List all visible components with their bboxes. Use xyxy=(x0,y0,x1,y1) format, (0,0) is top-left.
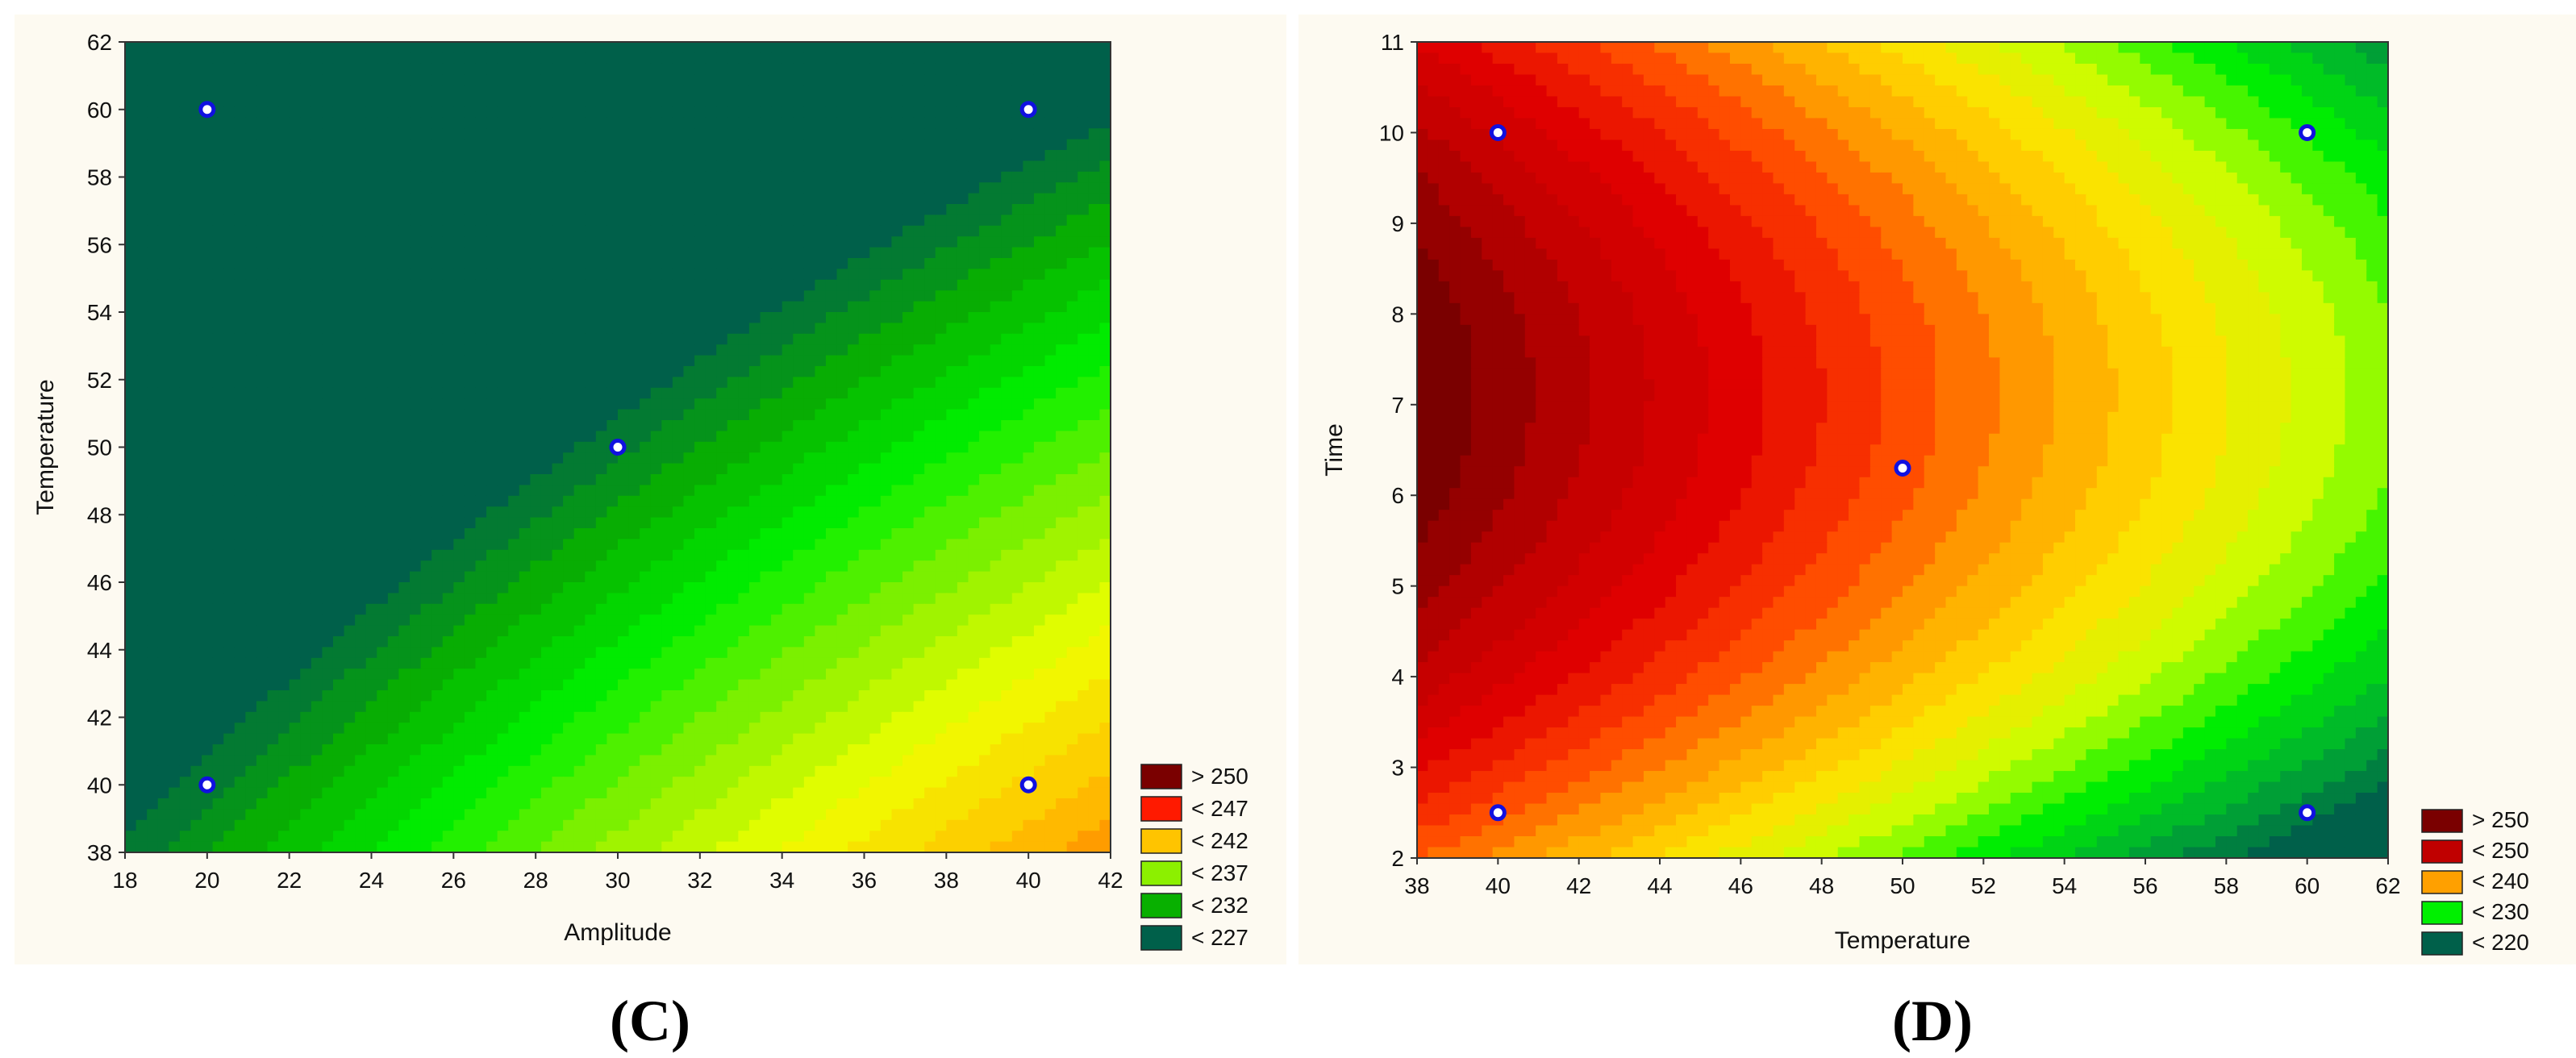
legend-swatch xyxy=(1140,796,1182,822)
legend-swatch xyxy=(2421,870,2463,894)
x-tick-label: 40 xyxy=(1486,873,1511,898)
y-tick-label: 50 xyxy=(87,435,112,460)
legend-label: < 227 xyxy=(1191,925,1248,950)
y-tick-label: 44 xyxy=(87,638,112,663)
y-axis-label: Time xyxy=(1321,423,1348,477)
contour-fill xyxy=(125,42,1111,852)
x-tick-label: 48 xyxy=(1809,873,1834,898)
legend-swatch xyxy=(1140,828,1182,854)
legend-label: < 220 xyxy=(2472,930,2529,955)
x-tick-label: 26 xyxy=(441,868,466,893)
x-axis-label: Amplitude xyxy=(564,919,671,946)
y-tick-label: 9 xyxy=(1391,211,1404,236)
x-tick-label: 32 xyxy=(687,868,712,893)
x-tick-label: 50 xyxy=(1890,873,1915,898)
legend-swatch xyxy=(2421,901,2463,925)
design-point xyxy=(1894,459,1911,477)
y-tick-label: 7 xyxy=(1391,393,1404,418)
x-tick-label: 62 xyxy=(2375,873,2400,898)
y-tick-label: 6 xyxy=(1391,483,1404,508)
legend-swatch xyxy=(2421,931,2463,956)
x-tick-label: 46 xyxy=(1728,873,1753,898)
y-tick-label: 58 xyxy=(87,165,112,190)
x-tick-label: 44 xyxy=(1647,873,1672,898)
design-point xyxy=(198,776,216,794)
y-tick-label: 56 xyxy=(87,232,112,257)
y-tick-label: 10 xyxy=(1379,120,1404,145)
x-tick-label: 56 xyxy=(2132,873,2157,898)
legend-label: < 250 xyxy=(2472,838,2529,863)
contour-fill xyxy=(1417,42,2388,858)
x-tick-label: 58 xyxy=(2214,873,2239,898)
legend-label: < 247 xyxy=(1191,796,1248,821)
x-axis-label: Temperature xyxy=(1835,927,1970,954)
legend-swatch xyxy=(1140,893,1182,918)
y-tick-label: 48 xyxy=(87,502,112,527)
legend-label: < 230 xyxy=(2472,899,2529,924)
x-tick-label: 18 xyxy=(112,868,137,893)
x-tick-label: 30 xyxy=(605,868,630,893)
y-tick-label: 60 xyxy=(87,98,112,123)
y-tick-label: 5 xyxy=(1391,574,1404,599)
y-tick-label: 4 xyxy=(1391,664,1404,689)
legend-swatch xyxy=(1140,860,1182,886)
chart-panel-c: 18 20 22 24 26 28 30 32 34 36 38 40 42 38 40 42 44 46 48 50… xyxy=(32,30,1248,1053)
legend-label: < 232 xyxy=(1191,893,1248,918)
design-point xyxy=(1019,776,1037,794)
y-axis-label: Temperature xyxy=(32,379,59,514)
x-tick-label: 20 xyxy=(194,868,219,893)
legend-label: < 242 xyxy=(1191,828,1248,853)
legend-label: < 240 xyxy=(2472,868,2529,893)
x-tick-label: 28 xyxy=(523,868,548,893)
legend-swatch xyxy=(1140,925,1182,951)
panel-label: (C) xyxy=(610,989,690,1053)
design-point xyxy=(1489,123,1507,141)
x-tick-label: 60 xyxy=(2295,873,2320,898)
x-tick-label: 52 xyxy=(1971,873,1996,898)
x-tick-label: 22 xyxy=(277,868,302,893)
x-tick-label: 42 xyxy=(1098,868,1123,893)
x-tick-label: 54 xyxy=(2052,873,2077,898)
y-tick-label: 11 xyxy=(1381,30,1404,55)
y-tick-label: 8 xyxy=(1391,302,1404,327)
design-point xyxy=(2299,123,2316,141)
y-tick-label: 38 xyxy=(87,840,112,865)
y-tick-label: 54 xyxy=(87,300,112,325)
x-tick-label: 36 xyxy=(852,868,877,893)
y-tick-label: 2 xyxy=(1391,846,1404,871)
x-tick-label: 24 xyxy=(359,868,384,893)
x-tick-label: 42 xyxy=(1566,873,1591,898)
design-point xyxy=(198,101,216,119)
x-tick-label: 34 xyxy=(769,868,794,893)
legend-swatch xyxy=(2421,839,2463,864)
design-point xyxy=(1019,101,1037,119)
y-tick-label: 46 xyxy=(87,570,112,595)
legend-label: > 250 xyxy=(2472,807,2529,832)
y-tick-label: 40 xyxy=(87,773,112,798)
x-tick-label: 40 xyxy=(1016,868,1041,893)
y-tick-label: 3 xyxy=(1391,756,1404,781)
design-point xyxy=(609,439,627,456)
legend-swatch xyxy=(2421,809,2463,833)
design-point xyxy=(2299,804,2316,822)
legend-label: < 237 xyxy=(1191,860,1248,885)
panel-label: (D) xyxy=(1892,989,1973,1053)
y-tick-label: 42 xyxy=(87,706,112,731)
legend-swatch xyxy=(1140,764,1182,789)
y-tick-label: 52 xyxy=(87,368,112,393)
x-tick-label: 38 xyxy=(1404,873,1429,898)
legend-label: > 250 xyxy=(1191,764,1248,789)
y-tick-label: 62 xyxy=(87,30,112,55)
chart-panel-d: 38 40 42 44 46 48 50 52 54 56 58 60 62234567891011Te… xyxy=(1321,30,2529,1053)
design-point xyxy=(1489,804,1507,822)
x-tick-label: 38 xyxy=(934,868,959,893)
